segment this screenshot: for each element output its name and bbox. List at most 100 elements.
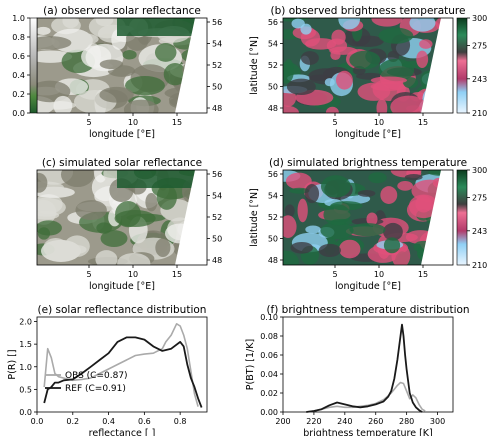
chart-title: (f) brightness temperature distribution [266,304,469,316]
y-tick-label: 54 [212,40,222,49]
map-texture [378,58,415,82]
x-tick-label: 240 [337,417,352,426]
colorbar-tick-label: 275 [472,42,487,51]
map-texture [357,190,376,197]
map-texture [304,183,320,204]
colorbar-tick-label: 0.4 [12,71,25,80]
map-texture [284,204,295,218]
map-texture [286,78,316,96]
x-axis-label: reflectance [ ] [89,428,156,436]
colorbar-tick-label: 275 [472,194,487,203]
y-tick-label: 56 [212,18,222,27]
map-title: (b) observed brightness temperature [271,5,466,17]
map-texture [283,215,297,238]
map-texture [117,252,151,265]
map-texture [338,18,361,30]
map-texture [62,18,79,29]
y-tick-label: 54 [268,40,278,49]
swath-edge [175,170,207,265]
y-tick-label: 56 [268,170,278,179]
map-texture [368,172,387,184]
y-tick-label: 48 [268,256,278,265]
map-texture [409,18,436,32]
x-tick-label: 200 [275,417,290,426]
map-texture [349,223,386,237]
map-texture [283,250,299,265]
y-axis-label: P(R) [] [7,349,18,379]
map-texture [390,95,428,113]
forest-region [117,170,207,188]
map-texture [37,36,72,50]
x-tick-label: 260 [368,417,383,426]
y-tick-label: 0.0 [19,408,32,417]
map-texture [122,49,137,60]
swath-edge [421,170,453,265]
colorbar-tick-label: 300 [472,14,487,23]
chart-1: (f) brightness temperature distribution 2… [245,304,470,436]
y-tick-label: 2.0 [19,318,32,327]
x-tick-label: 300 [430,417,445,426]
map-texture [408,194,439,219]
y-tick-label: 56 [268,18,278,27]
y-tick-label: 50 [212,83,222,92]
map-texture [99,86,134,103]
map-texture [378,27,414,44]
map-texture [419,39,433,49]
map-texture [37,220,62,236]
y-tick-label: 52 [268,61,278,70]
map-texture [380,186,398,204]
y-tick-label: 0.06 [260,351,278,360]
colorbar-tick-label: 0.0 [12,109,25,118]
y-tick-label: 0.08 [260,332,278,341]
map-texture [283,105,299,113]
x-tick-label: 15 [418,118,428,127]
x-tick-label: 5 [332,118,337,127]
y-axis-label: P(BT) [1/K] [245,339,256,390]
y-tick-label: 0.04 [260,370,278,379]
colorbar [456,169,468,266]
x-axis-label: longitude [°E] [89,129,155,140]
map-panel-3: (d) simulated brightness temperature 5 10 1… [249,157,487,292]
y-tick-label: 1.0 [19,363,32,372]
y-tick-label: 1.5 [19,340,32,349]
x-tick-label: 0.2 [66,417,79,426]
colorbar-tick-label: 300 [472,166,487,175]
map-texture [323,204,351,226]
legend: OBS (C=0.87) REF (C=0.91) [45,371,128,394]
y-tick-label: 48 [212,104,222,113]
x-axis-label: brightness temperature [K] [303,428,433,436]
map-texture [37,172,48,193]
map-texture [154,43,177,62]
map-texture [366,212,378,226]
map-texture [95,18,114,27]
map-texture [349,50,381,70]
map-texture [155,238,171,258]
y-tick-label: 52 [212,61,222,70]
map-texture [370,82,406,91]
colorbar-tick-label: 210 [472,109,487,118]
map-texture [75,200,107,220]
series-line-0 [43,323,199,407]
map-texture [325,106,339,113]
map-texture [64,235,90,257]
map-texture [371,18,403,27]
map-texture [320,175,351,198]
map-texture [163,63,187,86]
x-tick-label: 10 [374,118,384,127]
y-tick-label: 0.5 [19,385,32,394]
x-tick-label: 0.8 [174,417,187,426]
map-texture [318,243,341,257]
legend-entry: OBS (C=0.87) [65,371,128,381]
x-tick-label: 220 [306,417,321,426]
chart-0: (e) solar reflectance distribution 0.0 0.2… [7,304,208,436]
swath-edge [421,18,453,113]
map-panel-1: (b) observed brightness temperature 5 10 15… [249,5,487,140]
x-tick-label: 0.4 [102,417,115,426]
map-texture [300,51,319,65]
map-panel-2: (c) simulated solar reflectance 5 10 15 long… [36,157,222,292]
x-tick-label: 5 [332,270,337,279]
x-tick-label: 280 [399,417,414,426]
y-axis-label: latitude [°N] [249,188,260,247]
colorbar [456,17,468,114]
map-title: (d) simulated brightness temperature [269,157,467,169]
